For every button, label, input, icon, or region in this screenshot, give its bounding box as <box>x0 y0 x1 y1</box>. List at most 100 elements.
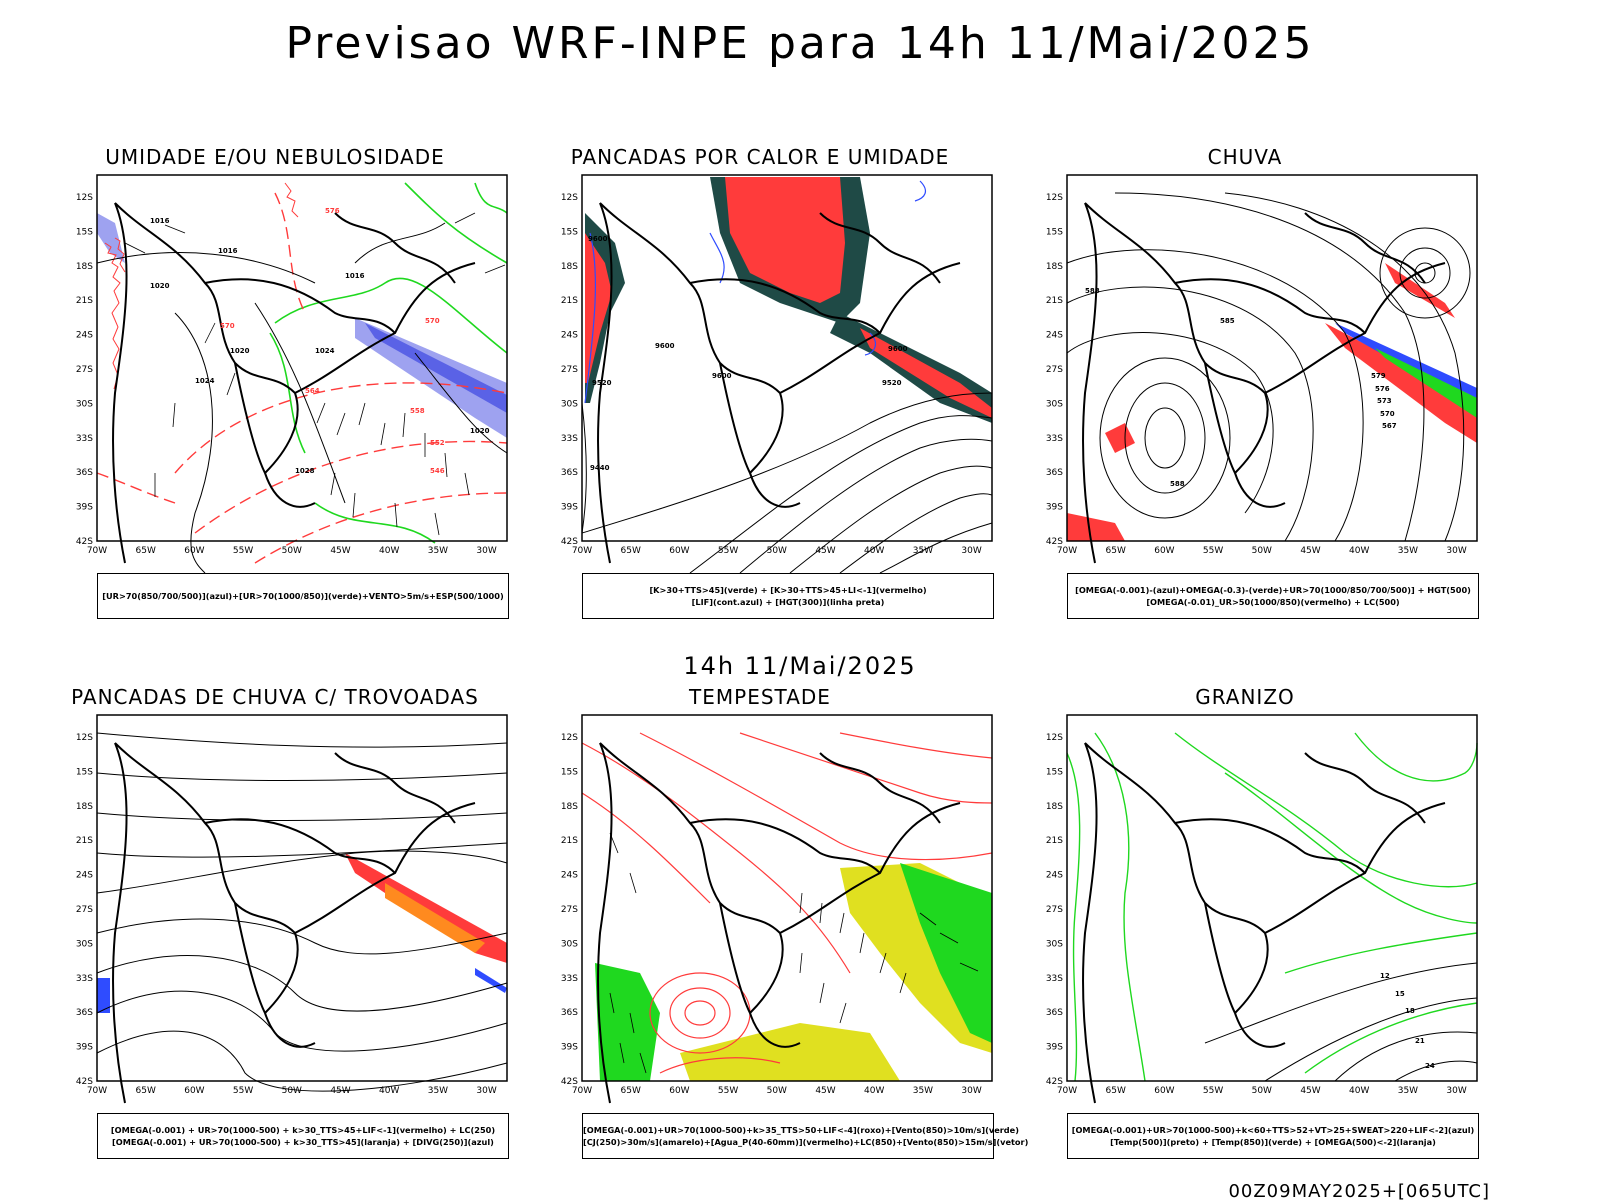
isobar-labels: 1016 1016 1020 1024 1020 1016 1024 1028 … <box>150 217 490 475</box>
latitude-tick-label: 15S <box>76 767 93 777</box>
legend-line: [Temp(500)](preto) + [Temp(850)](verde) … <box>1110 1137 1436 1147</box>
svg-text:552: 552 <box>430 439 445 447</box>
legend-line: [UR>70(850/700/500)](azul)+[UR>70(1000/8… <box>102 591 504 601</box>
legend-box: [OMEGA(-0.001)+UR>70(1000-500)+k<60+TTS>… <box>1067 1113 1479 1159</box>
latitude-tick-label: 24S <box>561 331 578 341</box>
instability-area <box>385 883 485 953</box>
longitude-tick-label: 35W <box>1398 546 1418 556</box>
latitude-tick-label: 15S <box>76 227 93 237</box>
latitude-tick-label: 21S <box>1046 836 1063 846</box>
longitude-tick-label: 60W <box>1154 546 1174 556</box>
map-frame <box>581 714 993 1082</box>
longitude-tick-label: 60W <box>669 1086 689 1096</box>
longitude-tick-label: 60W <box>184 1086 204 1096</box>
wind-vectors <box>124 212 506 536</box>
longitude-tick-label: 55W <box>718 546 738 556</box>
geopotential-contours <box>581 392 993 573</box>
latitude-tick-label: 18S <box>561 262 578 272</box>
latitude-tick-label: 12S <box>1046 193 1063 203</box>
longitude-tick-label: 55W <box>718 1086 738 1096</box>
latitude-tick-label: 12S <box>561 193 578 203</box>
valid-time-label: 14h 11/Mai/2025 <box>683 652 917 680</box>
latitude-axis: 12S 15S 18S 21S 24S 27S 30S 33S 36S 39S 42S <box>1046 733 1063 1087</box>
longitude-tick-label: 50W <box>767 546 787 556</box>
instability-shading <box>585 177 992 423</box>
svg-text:573: 573 <box>1377 397 1392 405</box>
longitude-tick-label: 35W <box>1398 1086 1418 1096</box>
longitude-axis: 70W 65W 60W 55W 50W 45W 40W 35W 30W <box>87 546 497 556</box>
svg-text:1020: 1020 <box>230 347 250 355</box>
svg-text:585: 585 <box>1220 317 1235 325</box>
latitude-tick-label: 33S <box>1046 974 1063 984</box>
country-borders <box>112 742 476 1104</box>
longitude-tick-label: 50W <box>1252 1086 1272 1096</box>
latitude-tick-label: 24S <box>1046 871 1063 881</box>
longitude-tick-label: 40W <box>864 546 884 556</box>
svg-text:570: 570 <box>220 322 235 330</box>
latitude-tick-label: 42S <box>1046 537 1063 547</box>
longitude-tick-label: 40W <box>1349 1086 1369 1096</box>
longitude-tick-label: 55W <box>233 1086 253 1096</box>
legend-line: [OMEGA(-0.01)_UR>50(1000/850)(vermelho) … <box>1146 597 1400 607</box>
latitude-tick-label: 33S <box>76 434 93 444</box>
latitude-tick-label: 27S <box>76 905 93 915</box>
panel-title: PANCADAS POR CALOR E UMIDADE <box>570 145 950 169</box>
latitude-tick-label: 24S <box>1046 331 1063 341</box>
country-borders <box>112 202 476 564</box>
longitude-axis: 70W 65W 60W 55W 50W 45W 40W 35W 30W <box>87 1086 497 1096</box>
latitude-tick-label: 15S <box>1046 227 1063 237</box>
latitude-tick-label: 18S <box>76 802 93 812</box>
thickness-contours <box>96 192 508 564</box>
main-title: Previsao WRF-INPE para 14h 11/Mai/2025 <box>285 18 1315 69</box>
latitude-tick-label: 27S <box>561 905 578 915</box>
latitude-tick-label: 36S <box>561 1008 578 1018</box>
svg-text:18: 18 <box>1405 1007 1415 1015</box>
country-borders <box>1082 742 1446 1104</box>
svg-text:1024: 1024 <box>315 347 335 355</box>
latitude-tick-label: 42S <box>76 537 93 547</box>
longitude-tick-label: 60W <box>669 546 689 556</box>
latitude-tick-label: 42S <box>561 537 578 547</box>
latitude-tick-label: 27S <box>561 365 578 375</box>
storm-shading <box>595 863 992 1081</box>
temp-500-contours <box>1204 962 1478 1082</box>
svg-text:21: 21 <box>1415 1037 1425 1045</box>
svg-text:1016: 1016 <box>218 247 238 255</box>
panel-pancadas-trovoadas: PANCADAS DE CHUVA C/ TROVOADAS <box>55 685 509 1185</box>
longitude-tick-label: 30W <box>961 1086 981 1096</box>
svg-text:1028: 1028 <box>295 467 315 475</box>
longitude-tick-label: 55W <box>233 546 253 556</box>
svg-text:9440: 9440 <box>590 464 610 472</box>
latitude-tick-label: 12S <box>1046 733 1063 743</box>
latitude-tick-label: 42S <box>1046 1077 1063 1087</box>
latitude-tick-label: 18S <box>1046 802 1063 812</box>
panel-title: TEMPESTADE <box>689 685 831 709</box>
k-tts-li-area <box>725 177 845 303</box>
longitude-tick-label: 50W <box>1252 546 1272 556</box>
latitude-axis: 12S 15S 18S 21S 24S 27S 30S 33S 36S 39S 42S <box>561 193 578 547</box>
latitude-tick-label: 27S <box>76 365 93 375</box>
red-speckle <box>104 182 299 390</box>
run-info-label: 00Z09MAY2025+[065UTC] <box>1228 1181 1490 1202</box>
latitude-tick-label: 30S <box>76 399 93 409</box>
map-frame <box>1066 174 1478 542</box>
k-tts-li-area-coast <box>860 328 992 418</box>
legend-box: [OMEGA(-0.001)-(azul)+OMEGA(-0.3)-(verde… <box>1067 573 1479 619</box>
svg-text:576: 576 <box>1375 385 1390 393</box>
omega-strong-area <box>1375 348 1477 418</box>
latitude-tick-label: 33S <box>561 974 578 984</box>
latitude-tick-label: 33S <box>76 974 93 984</box>
svg-text:9600: 9600 <box>655 342 675 350</box>
latitude-tick-label: 24S <box>561 871 578 881</box>
svg-text:546: 546 <box>430 467 445 475</box>
latitude-tick-label: 21S <box>1046 296 1063 306</box>
longitude-tick-label: 70W <box>1057 1086 1077 1096</box>
latitude-tick-label: 30S <box>76 939 93 949</box>
latitude-tick-label: 21S <box>561 836 578 846</box>
longitude-axis: 70W 65W 60W 55W 50W 45W 40W 35W 30W <box>1057 546 1467 556</box>
latitude-tick-label: 36S <box>1046 1008 1063 1018</box>
latitude-tick-label: 42S <box>76 1077 93 1087</box>
latitude-axis: 12S 15S 18S 21S 24S 27S 30S 33S 36S 39S 42S <box>76 193 93 547</box>
longitude-tick-label: 35W <box>913 546 933 556</box>
svg-text:564: 564 <box>305 387 320 395</box>
